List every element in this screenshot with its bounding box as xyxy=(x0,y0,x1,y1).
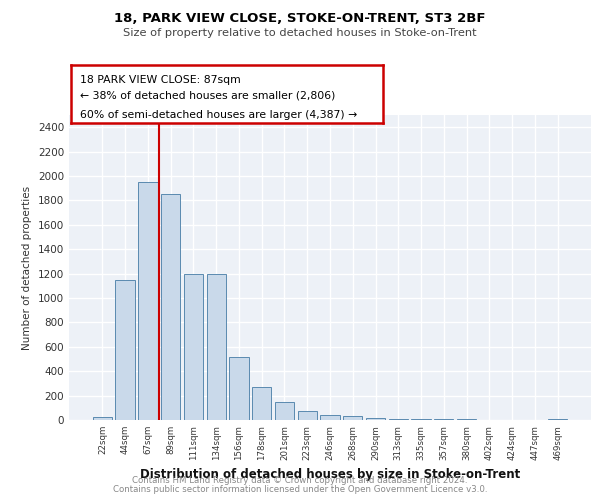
Bar xyxy=(161,194,181,420)
Bar xyxy=(389,418,408,420)
Bar xyxy=(548,419,567,420)
Text: 60% of semi-detached houses are larger (4,387) →: 60% of semi-detached houses are larger (… xyxy=(80,110,358,120)
Bar xyxy=(229,356,248,420)
Bar xyxy=(93,417,112,420)
Bar xyxy=(320,415,340,420)
Text: Size of property relative to detached houses in Stoke-on-Trent: Size of property relative to detached ho… xyxy=(123,28,477,38)
Bar xyxy=(115,280,135,420)
Y-axis label: Number of detached properties: Number of detached properties xyxy=(22,186,32,350)
Bar xyxy=(298,411,317,420)
Bar xyxy=(343,416,362,420)
Bar xyxy=(138,182,158,420)
Bar xyxy=(184,274,203,420)
Text: Contains public sector information licensed under the Open Government Licence v3: Contains public sector information licen… xyxy=(113,484,487,494)
Text: 18 PARK VIEW CLOSE: 87sqm: 18 PARK VIEW CLOSE: 87sqm xyxy=(80,76,241,86)
Bar xyxy=(206,274,226,420)
Text: ← 38% of detached houses are smaller (2,806): ← 38% of detached houses are smaller (2,… xyxy=(80,91,335,101)
Text: Contains HM Land Registry data © Crown copyright and database right 2024.: Contains HM Land Registry data © Crown c… xyxy=(132,476,468,485)
Text: 18, PARK VIEW CLOSE, STOKE-ON-TRENT, ST3 2BF: 18, PARK VIEW CLOSE, STOKE-ON-TRENT, ST3… xyxy=(114,12,486,26)
Bar xyxy=(275,402,294,420)
Bar xyxy=(412,419,431,420)
Bar xyxy=(366,418,385,420)
Bar xyxy=(252,387,271,420)
X-axis label: Distribution of detached houses by size in Stoke-on-Trent: Distribution of detached houses by size … xyxy=(140,468,520,481)
